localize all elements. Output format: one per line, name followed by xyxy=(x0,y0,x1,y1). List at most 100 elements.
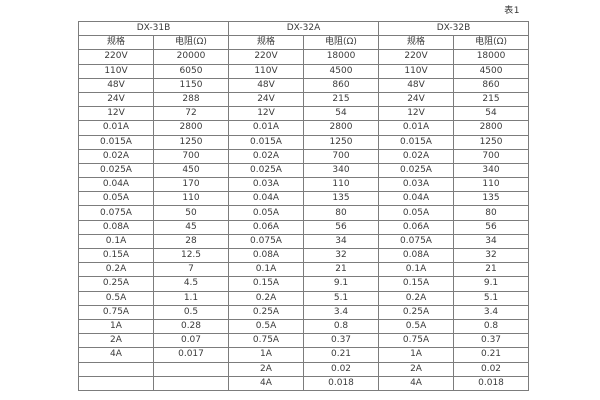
table-row: 0.25A 4.5 0.15A 9.1 0.15A 9.1 xyxy=(78,276,530,292)
resistance-cell: 340 xyxy=(302,162,380,179)
spec-cell: 0.2A xyxy=(228,290,304,306)
spec-cell: 0.2A xyxy=(78,262,154,278)
resistance-cell: 0.21 xyxy=(302,347,380,363)
spec-cell: 12V xyxy=(228,106,304,122)
spec-cell xyxy=(78,361,154,377)
spec-cell: 0.025A xyxy=(378,162,455,179)
spec-cell: 0.5A xyxy=(378,318,455,335)
resistance-spec-table: DX-31B DX-32A DX-32B 规格 电阻(Ω) 规格 电阻(Ω) 规… xyxy=(78,20,530,391)
spec-cell: 0.025A xyxy=(228,162,304,179)
spec-cell: 0.04A xyxy=(78,177,154,193)
spec-cell: 0.015A xyxy=(228,134,304,150)
spec-cell: 0.025A xyxy=(78,162,154,179)
spec-cell: 110V xyxy=(228,63,304,79)
spec-cell: 0.03A xyxy=(378,177,455,193)
table-row: 0.01A 2800 0.01A 2800 0.01A 2800 xyxy=(78,120,530,136)
table-row: 0.15A 12.5 0.08A 32 0.08A 32 xyxy=(78,247,530,264)
resistance-cell: 1250 xyxy=(153,134,229,150)
resistance-cell: 215 xyxy=(453,91,530,108)
spec-cell: 0.05A xyxy=(78,191,154,207)
resistance-cell: 5.1 xyxy=(302,290,380,306)
resistance-cell: 700 xyxy=(153,148,229,164)
resistance-cell: 50 xyxy=(153,205,229,221)
resistance-cell: 1150 xyxy=(153,77,229,93)
spec-cell: 0.75A xyxy=(78,304,154,320)
spec-cell: 24V xyxy=(228,91,304,108)
resistance-cell: 7 xyxy=(153,262,229,278)
spec-cell: 220V xyxy=(228,49,304,65)
spec-cell: 0.01A xyxy=(78,120,154,136)
spec-cell: 0.25A xyxy=(378,304,455,320)
spec-cell: 0.075A xyxy=(78,205,154,221)
resistance-cell: 18000 xyxy=(453,49,530,65)
spec-cell: 0.1A xyxy=(378,262,455,278)
spec-cell: 0.04A xyxy=(378,191,455,207)
table-row: 0.025A 450 0.025A 340 0.025A 340 xyxy=(78,162,530,179)
spec-cell: 110V xyxy=(78,63,154,79)
resistance-cell: 700 xyxy=(453,148,530,164)
spec-cell: 2A xyxy=(228,361,304,377)
resistance-cell: 0.017 xyxy=(153,347,229,363)
resistance-cell: 32 xyxy=(453,247,530,264)
resistance-cell: 0.5 xyxy=(153,304,229,320)
column-header-resistance: 电阻(Ω) xyxy=(153,35,229,51)
spec-cell: 0.06A xyxy=(228,219,304,235)
table-row: 110V 6050 110V 4500 110V 4500 xyxy=(78,63,530,79)
column-header-resistance: 电阻(Ω) xyxy=(302,35,380,51)
resistance-cell: 54 xyxy=(302,106,380,122)
spec-cell: 1A xyxy=(78,318,154,335)
spec-cell: 0.075A xyxy=(378,233,455,250)
resistance-cell: 21 xyxy=(453,262,530,278)
resistance-cell: 0.018 xyxy=(453,375,530,391)
spec-cell: 0.01A xyxy=(378,120,455,136)
resistance-cell: 54 xyxy=(453,106,530,122)
spec-cell: 0.02A xyxy=(228,148,304,164)
spec-cell: 0.25A xyxy=(228,304,304,320)
resistance-cell: 110 xyxy=(153,191,229,207)
table-row: 0.02A 700 0.02A 700 0.02A 700 xyxy=(78,148,530,164)
column-header-spec: 规格 xyxy=(378,35,455,51)
resistance-cell: 3.4 xyxy=(453,304,530,320)
table-row: 0.015A 1250 0.015A 1250 0.015A 1250 xyxy=(78,134,530,150)
table-row: 0.75A 0.5 0.25A 3.4 0.25A 3.4 xyxy=(78,304,530,320)
column-header-spec: 规格 xyxy=(78,35,154,51)
spec-cell: 4A xyxy=(228,375,304,391)
resistance-cell: 110 xyxy=(302,177,380,193)
table-row: 2A 0.07 0.75A 0.37 0.75A 0.37 xyxy=(78,333,530,349)
spec-cell: 0.5A xyxy=(78,290,154,306)
spec-cell xyxy=(78,375,154,391)
resistance-cell: 2800 xyxy=(453,120,530,136)
table-row: 0.2A 7 0.1A 21 0.1A 21 xyxy=(78,262,530,278)
resistance-cell: 28 xyxy=(153,233,229,250)
spec-cell: 2A xyxy=(378,361,455,377)
spec-cell: 24V xyxy=(378,91,455,108)
resistance-cell: 700 xyxy=(302,148,380,164)
spec-cell: 0.01A xyxy=(228,120,304,136)
resistance-cell: 9.1 xyxy=(302,276,380,292)
spec-cell: 0.06A xyxy=(378,219,455,235)
spec-cell: 24V xyxy=(78,91,154,108)
resistance-cell: 0.8 xyxy=(302,318,380,335)
table-row: 220V 20000 220V 18000 220V 18000 xyxy=(78,49,530,65)
spec-cell: 0.04A xyxy=(228,191,304,207)
spec-cell: 48V xyxy=(78,77,154,93)
spec-cell: 12V xyxy=(378,106,455,122)
table-row: 0.08A 45 0.06A 56 0.06A 56 xyxy=(78,219,530,235)
table-caption: 表1 xyxy=(504,6,520,16)
resistance-cell: 0.8 xyxy=(453,318,530,335)
resistance-cell: 3.4 xyxy=(302,304,380,320)
spec-cell: 0.25A xyxy=(78,276,154,292)
resistance-cell: 56 xyxy=(302,219,380,235)
table-body: 220V 20000 220V 18000 220V 18000 110V 6050 110V 4… xyxy=(78,49,530,391)
resistance-cell: 1250 xyxy=(453,134,530,150)
spec-cell: 0.2A xyxy=(378,290,455,306)
spec-cell: 0.5A xyxy=(228,318,304,335)
column-header-row: 规格 电阻(Ω) 规格 电阻(Ω) 规格 电阻(Ω) xyxy=(78,35,530,51)
spec-cell: 1A xyxy=(378,347,455,363)
spec-cell: 0.05A xyxy=(228,205,304,221)
resistance-cell: 135 xyxy=(453,191,530,207)
resistance-cell: 9.1 xyxy=(453,276,530,292)
resistance-cell: 20000 xyxy=(153,49,229,65)
resistance-cell: 215 xyxy=(302,91,380,108)
resistance-cell: 860 xyxy=(453,77,530,93)
